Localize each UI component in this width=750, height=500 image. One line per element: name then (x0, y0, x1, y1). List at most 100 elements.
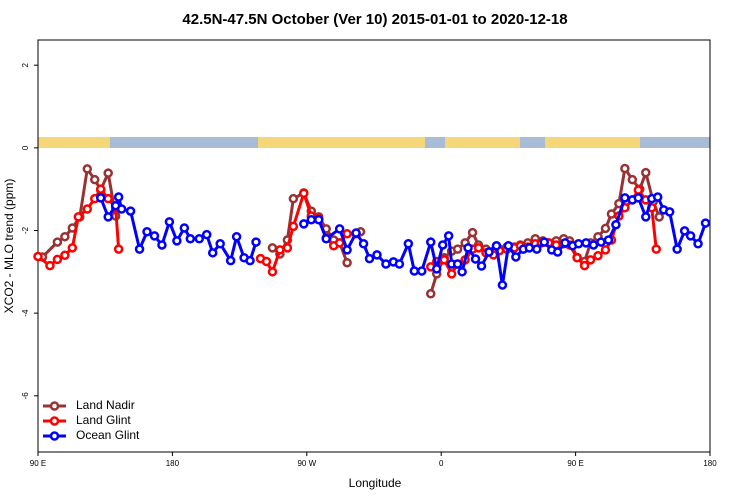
point (275, 245, 285, 255)
point (470, 254, 481, 264)
x-tick-label: 90 E (567, 459, 583, 468)
point (588, 240, 599, 250)
point (381, 259, 391, 269)
point (299, 219, 309, 229)
point (288, 193, 299, 204)
point (60, 231, 70, 242)
point (282, 243, 293, 253)
point (446, 269, 457, 279)
point (593, 250, 603, 261)
point (334, 238, 345, 248)
point (524, 243, 535, 253)
x-tick-label: 90 W (297, 459, 316, 468)
point (201, 229, 212, 240)
legend-marker (49, 416, 60, 426)
point (497, 280, 508, 290)
point (342, 245, 352, 255)
plot-frame (37, 39, 711, 453)
y-tick-label: -2 (21, 226, 30, 234)
point (267, 243, 278, 253)
point (231, 231, 242, 242)
point (342, 229, 352, 239)
point (251, 237, 261, 247)
point (73, 212, 84, 222)
y-tick-label: -4 (21, 309, 30, 317)
point (664, 207, 675, 217)
point (207, 248, 218, 258)
point (351, 228, 361, 238)
point (417, 266, 427, 276)
y-tick-label: 0 (21, 145, 30, 150)
point (149, 231, 160, 241)
point (585, 255, 596, 265)
point (342, 257, 352, 268)
land-band (545, 137, 640, 148)
point (437, 240, 448, 250)
x-axis-label: Longitude (349, 476, 402, 490)
point (627, 174, 638, 185)
point (611, 219, 621, 230)
legend-label: Land Nadir (76, 398, 135, 412)
point (185, 234, 196, 244)
point (491, 241, 502, 251)
point (603, 235, 614, 245)
legend-label: Ocean Glint (76, 428, 140, 442)
point (179, 223, 190, 233)
y-axis-label: XCO2 - MLO trend (ppm) (2, 179, 16, 314)
point (600, 223, 611, 234)
point (452, 244, 463, 254)
x-tick-label: 180 (703, 459, 717, 468)
land-band (38, 137, 110, 148)
point (134, 244, 145, 254)
point (267, 267, 278, 277)
point (685, 231, 696, 241)
point (467, 227, 478, 238)
land-band (258, 137, 425, 148)
point (425, 288, 436, 299)
point (372, 250, 382, 260)
point (473, 243, 484, 253)
point (172, 236, 182, 246)
point (164, 217, 175, 227)
point (313, 215, 324, 225)
point (125, 206, 136, 216)
point (452, 259, 463, 269)
point (103, 168, 113, 178)
legend-marker (49, 431, 60, 441)
point (654, 212, 664, 222)
point (321, 234, 331, 244)
point (552, 247, 563, 257)
point (484, 247, 494, 257)
point (600, 245, 611, 255)
point (573, 238, 584, 249)
point (652, 192, 663, 202)
point (89, 174, 100, 185)
point (539, 237, 549, 247)
point (95, 193, 106, 203)
point (60, 250, 70, 261)
point (82, 204, 93, 214)
point (52, 237, 63, 247)
point (439, 255, 449, 265)
point (579, 260, 590, 271)
point (651, 244, 661, 254)
point (215, 238, 225, 249)
x-tick-label: 180 (166, 459, 180, 468)
point (620, 193, 630, 203)
point (288, 221, 299, 232)
point (572, 253, 582, 263)
point (633, 193, 644, 203)
point (457, 267, 467, 277)
point (358, 238, 369, 249)
point (693, 238, 703, 249)
y-tick-label: 2 (21, 62, 30, 67)
point (95, 184, 106, 194)
point (113, 244, 124, 254)
point (82, 164, 93, 174)
point (672, 244, 682, 254)
point (45, 260, 55, 271)
point (403, 238, 414, 249)
x-tick-label: 90 E (30, 459, 46, 468)
chart-title: 42.5N-47.5N October (Ver 10) 2015-01-01 … (182, 11, 567, 28)
